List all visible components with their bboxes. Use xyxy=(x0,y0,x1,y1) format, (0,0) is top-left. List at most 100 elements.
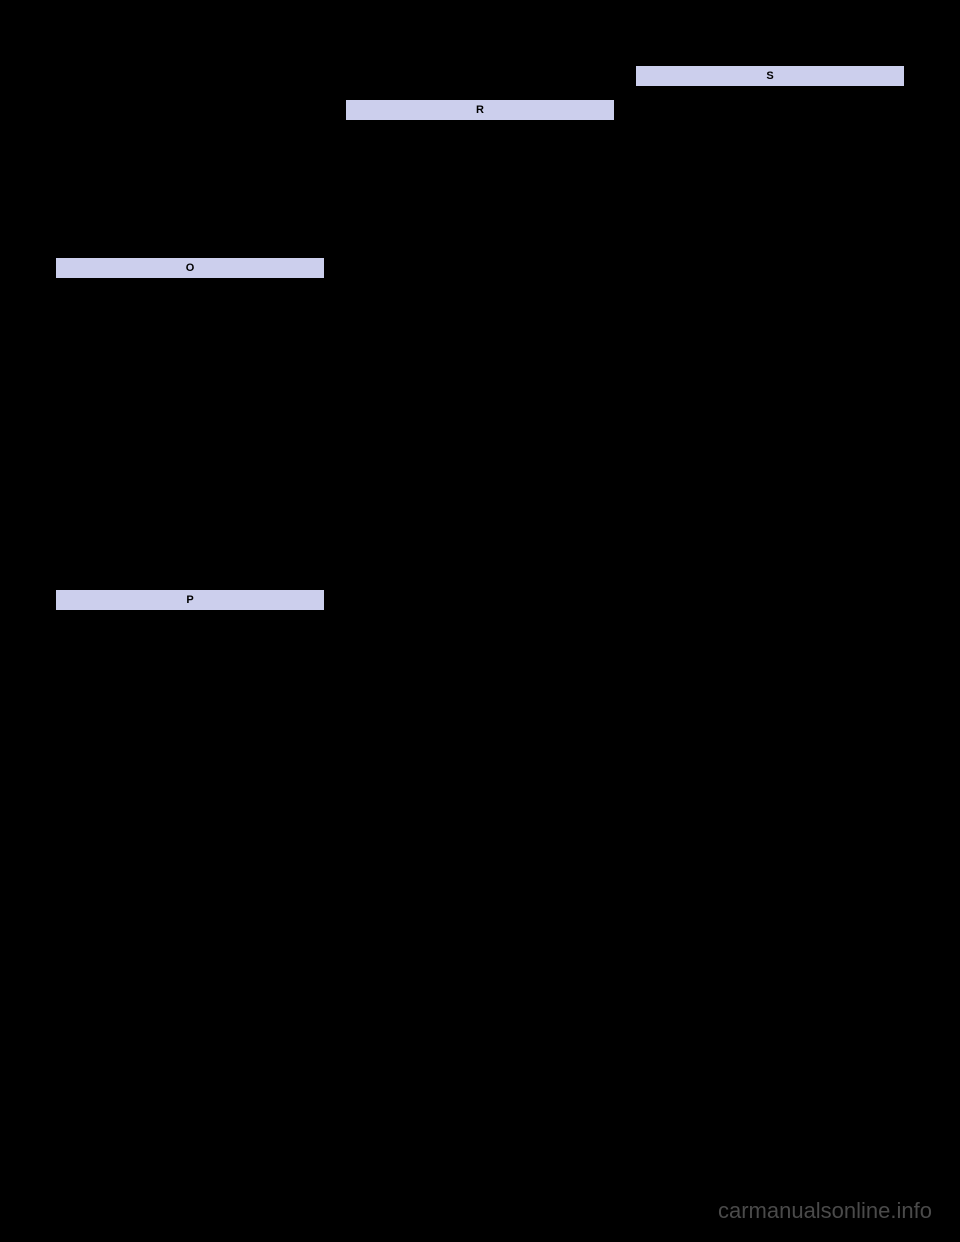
entry-page-ref: .2-53 xyxy=(589,319,614,336)
index-entry: system. . . . . . . . . . . . . . . . . … xyxy=(56,1001,324,1018)
entry-label: Seats xyxy=(654,722,682,739)
entry-page-ref: .4-98 xyxy=(589,196,614,213)
entry-dots: . . . . . . . . . . . . . . . . . . . . … xyxy=(89,91,295,108)
index-entry: Overheat xyxy=(56,494,324,511)
entry-page-ref: .2-9 xyxy=(305,441,324,458)
entry-label: Readiness for inspection/maintenance xyxy=(346,249,533,266)
entry-label: Satellite radio operation (models with xyxy=(636,180,816,197)
entry-label: Rollover xyxy=(346,704,386,721)
entry-dots: . . . . . . . . . . . . . . . . . . . . … xyxy=(109,284,301,301)
index-entry: Steering wheel audio controls. . . . . .… xyxy=(346,196,614,213)
entry-label: Rear center seat belt xyxy=(654,460,756,477)
index-entry: Parking brake operation. . . . . . . . .… xyxy=(56,651,324,668)
entry-label: Roadside assistance program xyxy=(346,686,492,703)
index-entry: Engine oil. . . . . . . . . . . . . . . … xyxy=(56,389,324,406)
index-entry: top. . . . . . . . . . . . . . . . . . .… xyxy=(346,529,614,546)
entry-dots: . . . . . . . . . . . . . . . . . . . . … xyxy=(742,845,875,862)
entry-label: Rear window defroster switch xyxy=(346,336,490,353)
index-entry: Bulb replacement. . . . . . . . . . . . … xyxy=(56,109,324,126)
entry-page-ref: .9-23 xyxy=(879,162,904,179)
entry-dots: . . . . . . . . . . . . . . . . . . . . … xyxy=(188,739,289,756)
index-entry: Power door lock. . . . . . . . . . . . .… xyxy=(56,774,324,791)
entry-label: Map lights xyxy=(56,126,106,143)
entry-page-ref: .1-13 xyxy=(299,966,324,983)
entry-label: Push starting xyxy=(346,56,410,73)
entry-page-ref: .3-34 xyxy=(879,670,904,687)
entry-label: Heated seats xyxy=(654,705,719,722)
entry-label: Child restraints xyxy=(74,914,147,931)
index-entry: Trunk lid. . . . . . . . . . . . . . . .… xyxy=(56,74,324,91)
entry-label: Driver-side memory xyxy=(654,670,750,687)
index-entry: Engine oil viscosity. . . . . . . . . . … xyxy=(56,406,324,423)
index-entry: When the retractable hard top xyxy=(346,651,614,668)
index-entry: information. . . . . . . . . . . . . . .… xyxy=(56,546,324,563)
entry-dots: . . . . . . . . . . . . . . . . . . . . … xyxy=(139,791,295,808)
entry-page-ref: .3-29 xyxy=(589,564,614,581)
entry-page-ref: .1-2 xyxy=(885,722,904,739)
entry-page-ref: .9-31 xyxy=(299,546,324,563)
index-entry: Seat belt extenders. . . . . . . . . . .… xyxy=(636,495,904,512)
entry-dots: . . . . . . . . . . . . . . . . . . . . … xyxy=(140,214,295,231)
entry-label: Seat(s) xyxy=(636,617,671,634)
entry-page-ref: 3-5, 3-16 xyxy=(280,616,324,633)
entry-page-ref: .2-5 xyxy=(305,284,324,301)
index-entry: Shoulder belt height adjustment. . . . .… xyxy=(636,915,904,932)
entry-dots: . . . . . . . . . . . . . . . . . . . . … xyxy=(195,651,295,668)
entry-dots: . . . . . . . . . . . . . . . . . . . . … xyxy=(688,985,875,1002)
entry-dots: . . . . . . . . . . . . . . . . . . . . … xyxy=(686,722,881,739)
index-entry: Power windows. . . . . . . . . . . . . .… xyxy=(56,844,324,861)
index-entry: Rain-sensing auto wiper system. . . . . … xyxy=(346,214,614,231)
entry-label: Overheat xyxy=(56,494,101,511)
entry-label: RearView monitor xyxy=(346,354,433,371)
entry-label: Seat belts xyxy=(654,530,703,547)
index-entry: Rapid air pressure loss. . . . . . . . .… xyxy=(346,231,614,248)
entry-dots: . . . . . . . . . . . . . . . . . . . . … xyxy=(157,774,301,791)
index-entry: Driver-side memory. . . . . . . . . . . … xyxy=(636,670,904,687)
index-entry: Panic alarm. . . . . . . . . . . . . . .… xyxy=(56,616,324,633)
index-entry: Seat belts with pretensioners. . . . . .… xyxy=(636,547,904,564)
entry-page-ref: .6-12 xyxy=(589,56,614,73)
entry-dots: . . . . . . . . . . . . . . . . . . . . … xyxy=(518,476,585,493)
index-column: Push starting . . . . . . . . . . . . . .… xyxy=(346,56,614,1054)
index-entry: Moonroof. . . . . . . . . . . . . . . . … xyxy=(346,739,614,756)
index-entry: Climate controlled seats. . . . . . . . … xyxy=(636,652,904,669)
entry-label: Child seat belts xyxy=(654,110,729,127)
entry-label: Trunk lid xyxy=(74,74,116,91)
index-entry: Pregnant women. . . . . . . . . . . . . … xyxy=(636,442,904,459)
entry-label: Checking engine oil level xyxy=(74,371,196,388)
entry-dots: . . . . . . . . . . . . . . . . . . . . … xyxy=(166,459,295,476)
entry-dots: . . . . . . . . . . . . . . . . . . . . … xyxy=(745,477,881,494)
index-entry: Event data. . . . . . . . . . . . . . . … xyxy=(346,389,614,406)
entry-page-ref: .5-91 xyxy=(299,896,324,913)
index-entry: Security system, Vehicle security xyxy=(636,757,904,774)
index-entry: Automatic drive positioner. . . . . . . … xyxy=(636,635,904,652)
entry-page-ref: .7-5 xyxy=(885,477,904,494)
entry-dots: . . . . . . . . . . . . . . . . . . . . … xyxy=(775,652,881,669)
entry-label: Car phone or CB radio xyxy=(74,739,184,756)
entry-page-ref: .8-10 xyxy=(299,354,324,371)
index-entry: Rollover. . . . . . . . . . . . . . . . … xyxy=(346,704,614,721)
index-entry: country. . . . . . . . . . . . . . . . .… xyxy=(346,424,614,441)
entry-page-ref: 2-48, 2-50 xyxy=(274,231,324,248)
entry-dots: . . . . . . . . . . . . . . . . . . . . … xyxy=(754,670,875,687)
entry-label: Power door lock xyxy=(74,774,153,791)
index-entry: Child seat belts. . . . . . . . . . . . … xyxy=(636,110,904,127)
entry-dots: . . . . . . . . . . . . . . . . . . . . … xyxy=(797,232,881,249)
entry-dots: . . . . . . . . . . . . . . . . . . . . … xyxy=(734,390,875,407)
entry-page-ref: .1-22 xyxy=(879,495,904,512)
entry-label: Shift lock release xyxy=(654,845,738,862)
section-header-r: R xyxy=(346,100,614,120)
entry-page-ref: .5-14 xyxy=(879,810,904,827)
index-entry: Child safety. . . . . . . . . . . . . . … xyxy=(636,355,904,372)
index-entry: system. . . . . . . . . . . . . . . . . … xyxy=(636,775,904,792)
entry-page-ref: .1-17 xyxy=(879,600,904,617)
entry-label: Larger children xyxy=(654,407,727,424)
index-entry: Shoulder belt height adjustment. . . . .… xyxy=(636,565,904,582)
index-entry: Rear center seat belt. . . . . . . . . .… xyxy=(346,284,614,301)
entry-dots: . . . . . . . . . . . . . . . . . . . . … xyxy=(206,1036,295,1053)
entry-page-ref: 4-103, 4-117 xyxy=(262,424,324,441)
index-entry: Seat belt maintenance (See seat belt xyxy=(636,302,904,319)
entry-dots: . . . . . . . . . . . . . . . . . . . . … xyxy=(481,74,586,91)
index-entry: Inside mirror. . . . . . . . . . . . . .… xyxy=(56,161,324,178)
entry-dots: . . . . . . . . . . . . . . . . . . . . … xyxy=(741,442,875,459)
